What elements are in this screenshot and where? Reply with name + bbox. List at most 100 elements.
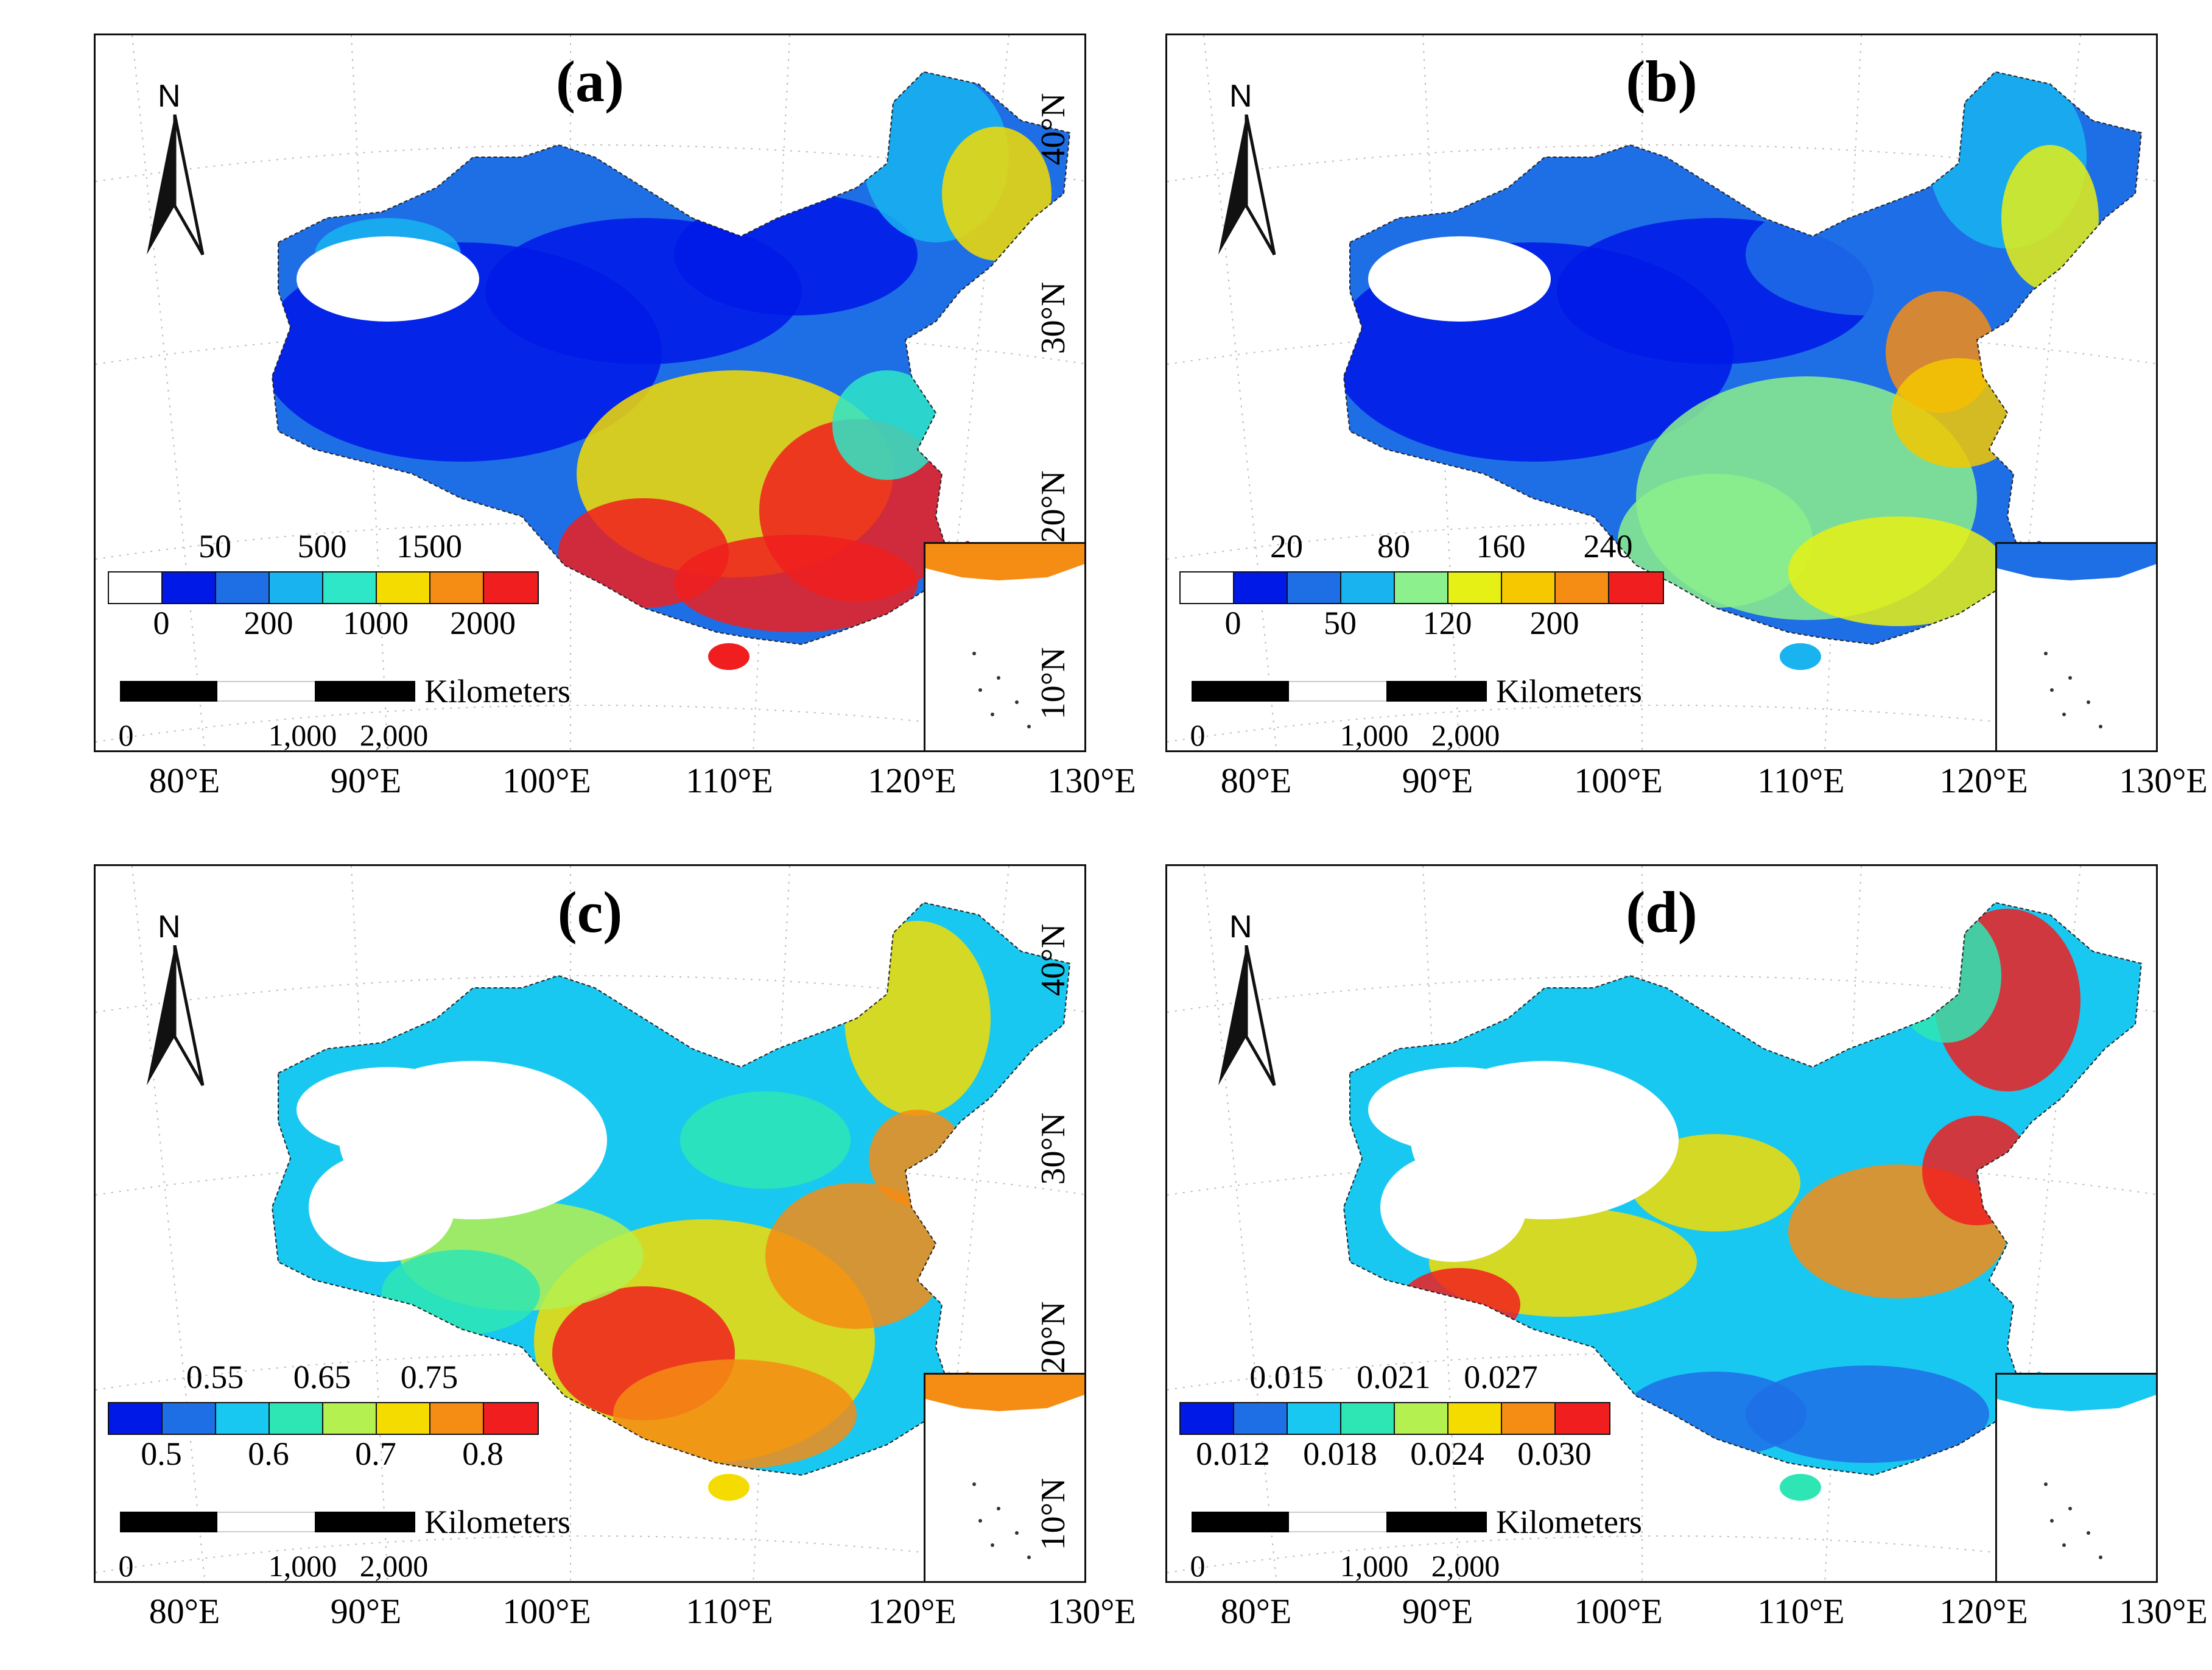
lon-label: 130°E (1047, 761, 1136, 800)
legend-tick-bottom: 0.5 (141, 1436, 182, 1472)
lon-label: 80°E (149, 1591, 220, 1631)
map-color-region (1624, 1372, 1806, 1457)
lat-label: 40°N (1034, 923, 1072, 996)
scale-label: 2,000 (1431, 1549, 1500, 1583)
inset-map (1997, 1375, 2156, 1559)
lat-label: 40°N (0, 899, 1, 1021)
legend-tick-bottom: 200 (244, 605, 293, 641)
longitude-line (1422, 35, 1460, 750)
latitude-line (1167, 1535, 2156, 1573)
map-color-region (942, 127, 1052, 261)
latitude-line (1167, 975, 2156, 1013)
north-arrow-icon (1218, 115, 1276, 256)
scale-label: 2,000 (359, 1549, 429, 1583)
legend-tick-top: 240 (1583, 528, 1633, 565)
scale-segment (217, 1512, 315, 1532)
lon-label: 100°E (1574, 761, 1663, 800)
panel-title: (c) (557, 879, 623, 945)
north-label: N (158, 909, 181, 945)
scale-unit: Kilometers (1496, 673, 1642, 710)
south-china-sea-inset (924, 1373, 1084, 1581)
legend-swatch (1341, 1403, 1395, 1434)
scale-label: 0 (118, 1549, 134, 1583)
scale-segment (1192, 681, 1289, 702)
scale-unit: Kilometers (424, 1504, 571, 1540)
legend-tick-bottom: 0.6 (248, 1436, 289, 1472)
china-raster-map (1343, 901, 2143, 1501)
map-frame: (b) N 20 80 160 240 0 50 120 200 Kilometers 0 1… (1165, 33, 2158, 752)
legend-swatch (323, 573, 377, 603)
legend-tick-top: 0.75 (400, 1359, 458, 1395)
scale-segment (1289, 681, 1386, 702)
inset-island (978, 1519, 982, 1523)
lon-label: 90°E (330, 1591, 402, 1631)
scale-label: 2,000 (1431, 718, 1500, 752)
legend-tick-bottom: 2000 (450, 605, 516, 641)
south-china-sea-inset (924, 542, 1084, 750)
legend-tick-bottom: 0.7 (355, 1436, 396, 1472)
legend-swatch (1395, 1403, 1448, 1434)
map-color-region (1618, 474, 1813, 608)
panel-title: (b) (1626, 49, 1698, 114)
inset-island (972, 652, 976, 655)
legend-swatch (216, 573, 270, 603)
legend-swatches (1179, 1402, 1610, 1435)
lat-label: 20°N (1034, 470, 1072, 543)
lat-label: 10°N (0, 1453, 1, 1575)
legend-swatch (270, 1403, 323, 1434)
legend-tick-bottom: 120 (1422, 605, 1472, 641)
lat-label: 20°N (0, 1277, 1, 1398)
inset-map (925, 544, 1084, 728)
inset-island (997, 676, 1000, 680)
legend-swatch (1395, 573, 1448, 603)
legend-swatch (109, 573, 163, 603)
legend-swatch (109, 1403, 163, 1434)
north-label: N (1229, 79, 1252, 114)
hainan-island (1780, 1474, 1821, 1501)
latitude-line (96, 144, 1084, 182)
map-color-region (869, 1110, 966, 1207)
legend-swatches (1179, 571, 1664, 604)
longitude-line (753, 35, 790, 750)
map-frame: (a) N 50 500 1500 0 200 1000 2000 Kilometers 0… (94, 33, 1086, 752)
legend-tick-top: 1500 (396, 528, 462, 565)
lat-label: 40°N (1034, 93, 1072, 166)
inset-island (2044, 1482, 2048, 1486)
legend-tick-top: 80 (1377, 528, 1410, 565)
map-frame: (d) N 0.015 0.021 0.027 0.012 0.018 0.024 0.03… (1165, 864, 2158, 1583)
lat-label: 20°N (1034, 1301, 1072, 1374)
scale-segment (120, 1512, 217, 1532)
legend-swatch (1234, 573, 1288, 603)
longitude-line (1203, 35, 1277, 750)
latitude-line (1167, 522, 2156, 560)
legend-tick-top: 20 (1270, 528, 1303, 565)
inset-island (991, 713, 994, 716)
legend-swatch (1341, 573, 1395, 603)
latitude-line (96, 522, 1084, 560)
latitude-line (1167, 1353, 2156, 1390)
scale-label: 2,000 (359, 718, 429, 752)
scale-segment (217, 681, 315, 702)
inset-island (2087, 700, 2090, 704)
legend-tick-bottom: 1000 (343, 605, 409, 641)
legend-swatch (1181, 1403, 1234, 1434)
legend-swatch (323, 1403, 377, 1434)
latitude-line (96, 975, 1084, 1013)
map-color-region (1892, 358, 2026, 468)
latitude-line (1167, 705, 2156, 742)
legend-swatch (430, 573, 484, 603)
legend-swatch (1288, 1403, 1341, 1434)
inset-island (2068, 676, 2072, 680)
latitude-line (1167, 1158, 2156, 1196)
legend-swatch (1502, 573, 1556, 603)
map-color-region (309, 1152, 455, 1262)
legend-tick-top: 160 (1476, 528, 1526, 565)
legend-swatch (1448, 573, 1502, 603)
legend-tick-top: 50 (198, 528, 231, 565)
north-label: N (1229, 909, 1252, 945)
latitude-line (96, 1353, 1084, 1390)
scale-segment (120, 681, 217, 702)
inset-island (2087, 1531, 2090, 1535)
lon-label: 130°E (2119, 1591, 2208, 1631)
inset-island (2068, 1507, 2072, 1510)
